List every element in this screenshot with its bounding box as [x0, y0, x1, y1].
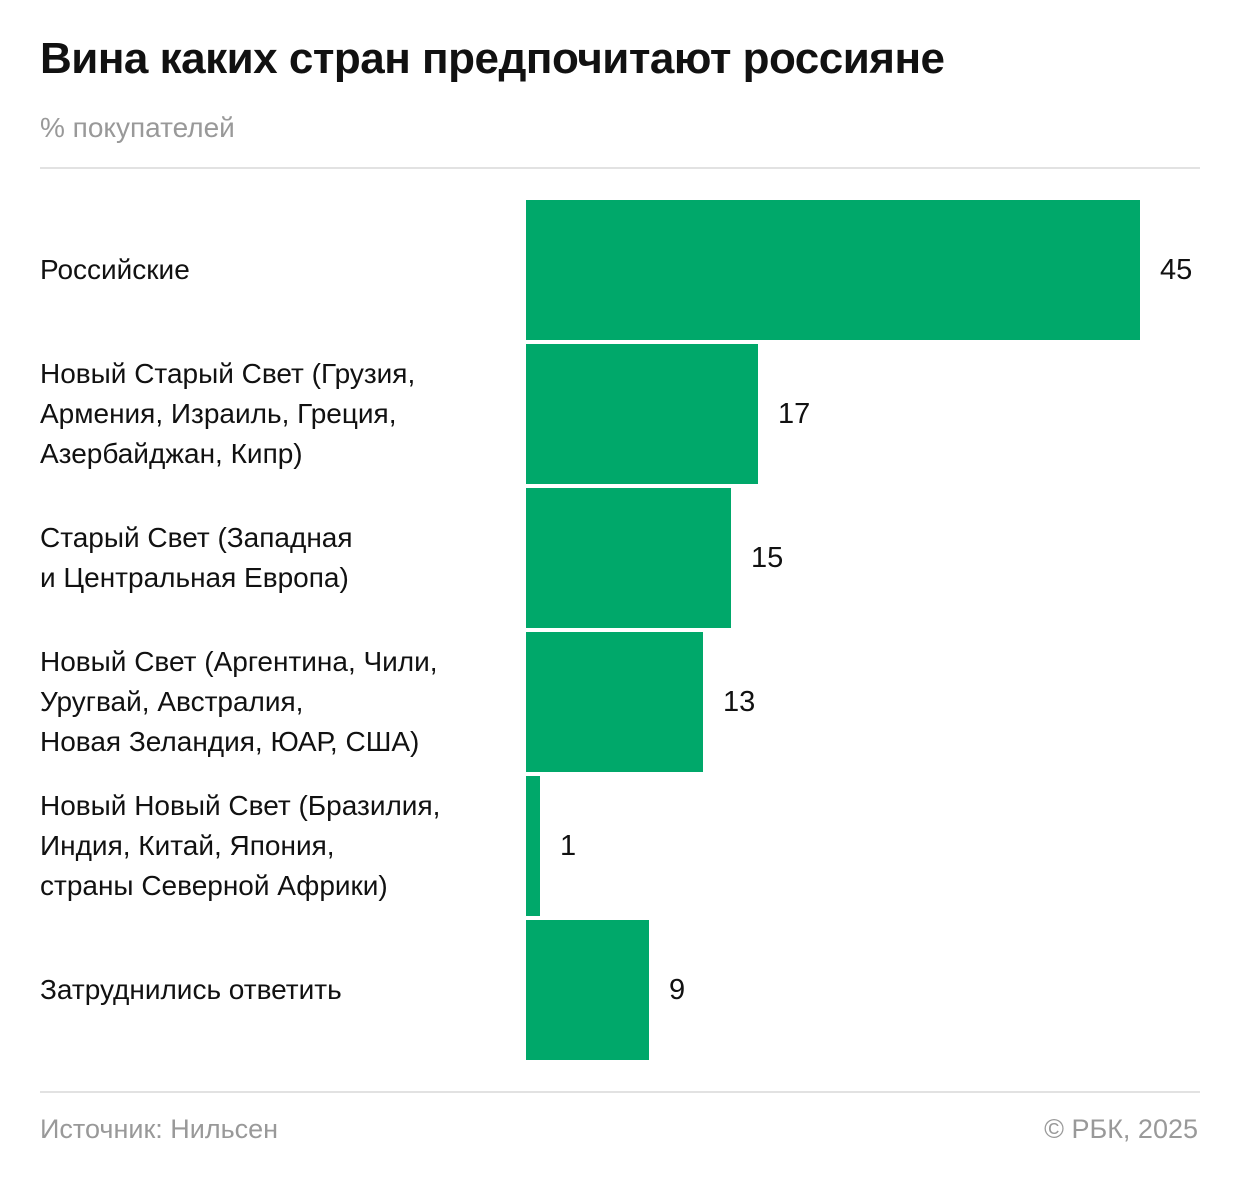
value-label: 15 [751, 541, 784, 574]
chart-row: Затруднились ответить 9 [0, 920, 1240, 1060]
bar [526, 488, 731, 628]
chart-title: Вина каких стран предпочитают россияне [40, 34, 945, 83]
bottom-divider [40, 1091, 1200, 1093]
value-label: 45 [1160, 253, 1193, 286]
value-label: 9 [669, 973, 686, 1006]
value-label: 1 [560, 829, 577, 862]
copyright: © РБК, 2025 [1044, 1114, 1198, 1144]
value-label: 13 [723, 685, 756, 718]
category-label: Российские [40, 254, 190, 285]
chart-row: Новый Старый Свет (Грузия, Армения, Изра… [0, 344, 1240, 484]
bar [526, 920, 649, 1060]
value-label: 17 [778, 397, 811, 430]
bar [526, 344, 758, 484]
chart-row: Новый Новый Свет (Бразилия, Индия, Китай… [0, 776, 1240, 916]
chart-row: Новый Свет (Аргентина, Чили, Уругвай, Ав… [0, 632, 1240, 772]
category-label: Новый Старый Свет (Грузия, Армения, Изра… [40, 358, 416, 469]
category-label: Новый Свет (Аргентина, Чили, Уругвай, Ав… [40, 646, 438, 757]
category-label: Затруднились ответить [40, 974, 342, 1005]
bar [526, 632, 703, 772]
category-label: Новый Новый Свет (Бразилия, Индия, Китай… [40, 790, 441, 901]
bar [526, 200, 1140, 340]
chart-subtitle: % покупателей [40, 112, 235, 143]
chart-row: Российские 45 [0, 200, 1240, 340]
chart-row: Старый Свет (Западная и Центральная Евро… [0, 488, 1240, 628]
source-note: Источник: Нильсен [40, 1114, 279, 1144]
bar [526, 776, 540, 916]
category-label: Старый Свет (Западная и Центральная Евро… [40, 522, 353, 593]
top-divider [40, 167, 1200, 169]
